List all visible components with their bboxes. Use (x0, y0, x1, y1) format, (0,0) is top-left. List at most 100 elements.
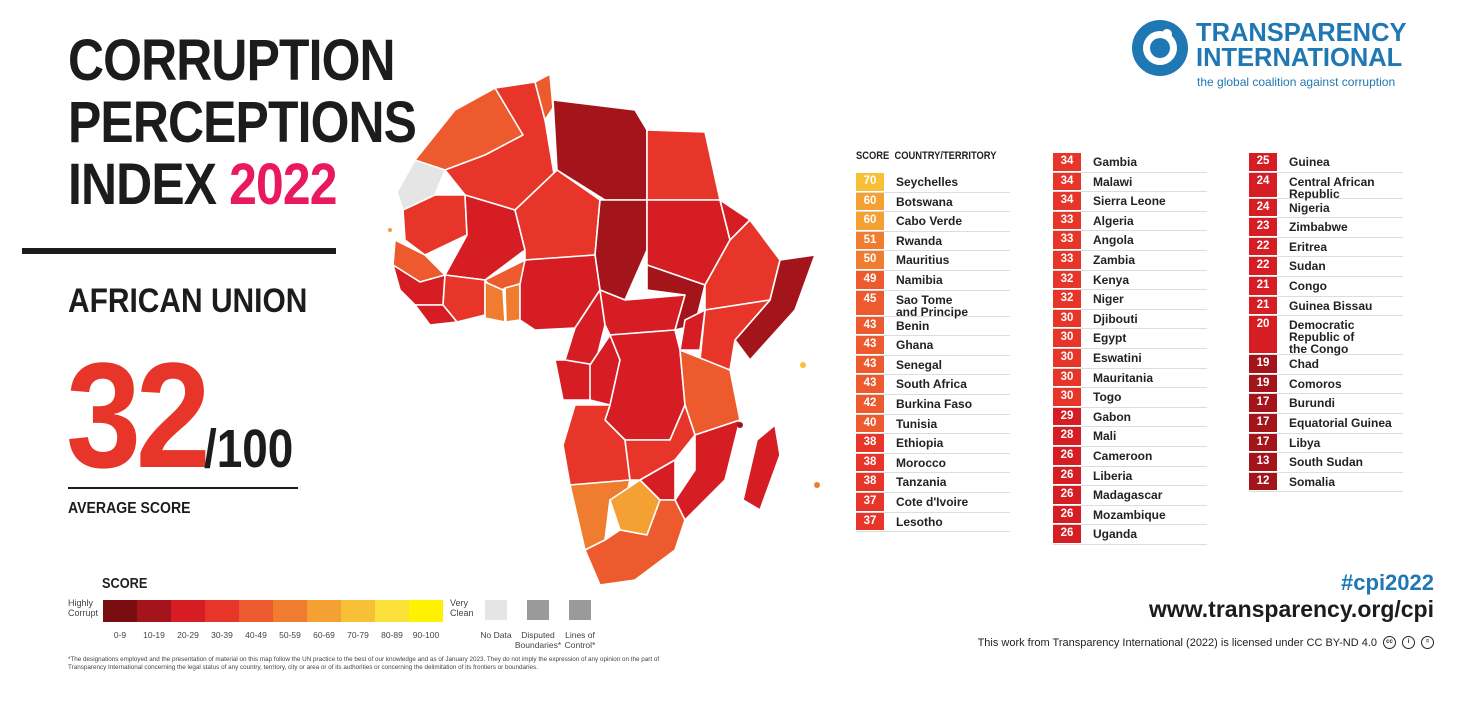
table-row: 22 Sudan (1249, 257, 1403, 277)
table-row: 26 Uganda (1053, 525, 1207, 545)
score-cell: 34 (1053, 192, 1081, 210)
country-cell: Angola (1093, 233, 1134, 248)
country-cell: Ghana (896, 338, 934, 353)
country-cell: Equatorial Guinea (1289, 415, 1392, 430)
legend-title: SCORE (102, 575, 148, 592)
table-row: 33 Algeria (1053, 211, 1207, 232)
table-row: 34 Gambia (1053, 153, 1207, 173)
country-cell: Senegal (896, 357, 943, 372)
legend-low-label: Highly Corrupt (68, 598, 99, 618)
table-row: 51 Rwanda (856, 231, 1010, 252)
table-row: 37 Cote d'Ivoire (856, 492, 1010, 513)
legend-swatch (409, 600, 443, 622)
table-row: 43 Ghana (856, 336, 1010, 356)
country-cell: Sierra Leone (1093, 194, 1166, 209)
score-cell: 30 (1053, 388, 1081, 406)
map-region-zambia (624, 404, 696, 481)
table-row: 12 Somalia (1249, 472, 1403, 493)
score-cell: 30 (1053, 309, 1081, 328)
cpi-url[interactable]: www.transparency.org/cpi (1148, 596, 1434, 622)
table-row: 22 Eritrea (1249, 237, 1403, 258)
map-region-ghana (484, 281, 506, 323)
country-cell: Gabon (1093, 409, 1131, 424)
score-cell: 42 (856, 394, 884, 413)
score-cell: 30 (1053, 348, 1081, 367)
legend-extra-swatch (527, 600, 549, 620)
title-line-1: CORRUPTION (68, 28, 396, 93)
country-cell: Cabo Verde (896, 214, 963, 229)
country-cell: Botswana (896, 194, 953, 209)
license-notice: This work from Transparency Internationa… (978, 636, 1434, 649)
score-cell: 21 (1249, 276, 1277, 295)
legend-range-label: 60-69 (313, 630, 335, 640)
map-region-cabo-verde (388, 228, 392, 232)
country-cell: Tunisia (896, 416, 938, 431)
score-cell: 70 (856, 173, 884, 191)
legend-swatch (137, 600, 171, 622)
org-name: TRANSPARENCY INTERNATIONAL (1196, 19, 1406, 70)
country-cell: Uganda (1093, 527, 1138, 542)
score-cell: 17 (1249, 394, 1277, 412)
map-region-south-africa (584, 499, 686, 586)
table-row: 38 Ethiopia (856, 434, 1010, 454)
country-cell: Mauritius (896, 253, 950, 268)
score-cell: 43 (856, 375, 884, 393)
legend-extra-label: Lines of Control* (564, 630, 596, 650)
country-cell: Kenya (1093, 272, 1130, 287)
score-cell: 26 (1053, 446, 1081, 465)
legend-extra-item: No Data (468, 600, 524, 640)
table-row: 34 Sierra Leone (1053, 192, 1207, 212)
country-cell: Seychelles (896, 175, 959, 189)
legend-swatch (273, 600, 307, 622)
country-cell: Togo (1093, 390, 1122, 405)
country-cell: Namibia (896, 272, 943, 287)
score-cell: 33 (1053, 231, 1081, 249)
table-row: 60 Cabo Verde (856, 212, 1010, 232)
table-row: 70 Seychelles (856, 173, 1010, 193)
country-cell: Guinea Bissau (1289, 298, 1373, 313)
legend-range-label: 90-100 (412, 630, 440, 640)
legend-high-label: Very Clean (450, 598, 474, 618)
table-row: 28 Mali (1053, 427, 1207, 447)
country-cell: Cameroon (1093, 448, 1153, 463)
score-cell: 34 (1053, 153, 1081, 171)
table-row: 24 Nigeria (1249, 198, 1403, 219)
score-cell: 22 (1249, 237, 1277, 256)
score-cell: 37 (856, 512, 884, 531)
score-cell: 26 (1053, 505, 1081, 524)
score-cell: 51 (856, 231, 884, 250)
country-cell: Cote d'Ivoire (896, 494, 969, 509)
country-cell: Zimbabwe (1289, 220, 1348, 235)
score-table-column-2: 34 Gambia 34 Malawi 34 Sierra Leone 33 Algeria 3… (1053, 153, 1207, 545)
legend-extra-label: No Data (480, 630, 512, 640)
country-cell: Djibouti (1093, 311, 1138, 326)
country-cell: Mali (1093, 429, 1117, 444)
country-cell: South Sudan (1289, 455, 1363, 470)
score-divider (68, 487, 298, 489)
country-cell: Niger (1093, 292, 1124, 307)
table-row: 33 Angola (1053, 231, 1207, 251)
country-cell: Burundi (1289, 396, 1335, 411)
country-cell: Morocco (896, 455, 947, 470)
map-footnote: *The designations employed and the prese… (68, 656, 660, 671)
country-cell: Comoros (1289, 376, 1342, 391)
score-cell: 22 (1249, 257, 1277, 275)
legend-swatch (341, 600, 375, 622)
score-cell: 32 (1053, 270, 1081, 289)
country-cell: Congo (1289, 278, 1327, 293)
table-row: 19 Chad (1249, 355, 1403, 375)
table-row: 30 Djibouti (1053, 309, 1207, 330)
map-region-seychelles (800, 362, 806, 368)
country-cell: Chad (1289, 357, 1319, 372)
score-cell: 60 (856, 212, 884, 230)
table-row: 43 Senegal (856, 355, 1010, 376)
title-line-2: PERCEPTIONS (68, 90, 417, 155)
map-region-cameroon (564, 289, 606, 366)
score-cell: 26 (1053, 466, 1081, 485)
country-cell: Rwanda (896, 233, 943, 248)
score-cell: 34 (1053, 172, 1081, 191)
country-cell: Sudan (1289, 259, 1326, 274)
table-row: 13 South Sudan (1249, 453, 1403, 473)
legend-swatch (171, 600, 205, 622)
score-cell: 20 (1249, 316, 1277, 354)
